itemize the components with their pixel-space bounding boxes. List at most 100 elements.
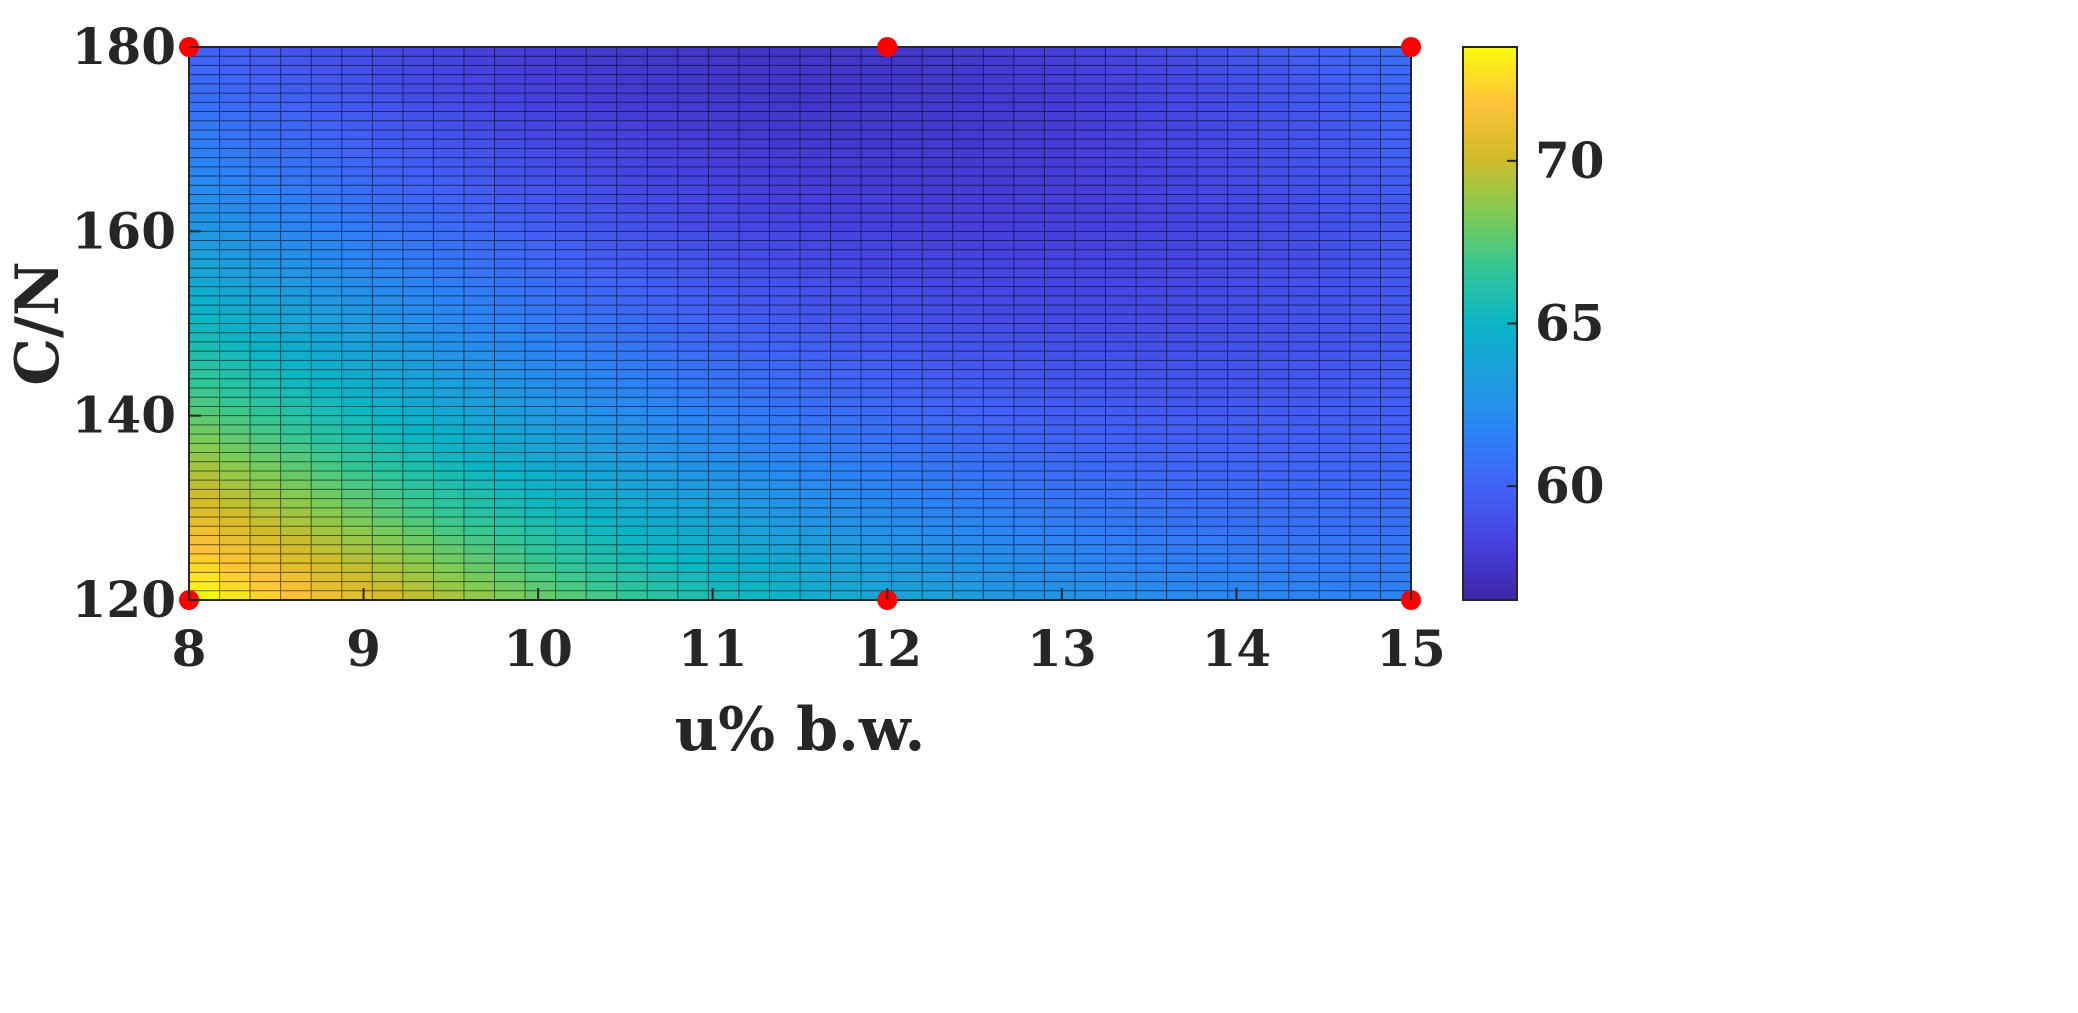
heatmap-cell [677,535,709,546]
heatmap-cell [891,590,923,601]
heatmap-cell [1380,378,1412,389]
heatmap-cell [1166,286,1198,297]
heatmap-cell [555,480,587,490]
heatmap-cell [1074,277,1107,288]
heatmap-cell [494,544,526,555]
heatmap-cell [280,424,312,435]
heatmap-cell [769,443,801,454]
heatmap-cell [647,415,679,426]
heatmap-cell [586,203,618,214]
heatmap-cell [189,526,221,537]
heatmap-cell [433,286,465,297]
heatmap-cell [372,461,404,472]
heatmap-cell [555,240,587,251]
heatmap-cell [433,572,465,583]
heatmap-cell [708,424,740,435]
heatmap-cell [433,240,465,251]
heatmap-cell [341,102,373,113]
heatmap-cell [738,535,771,546]
heatmap-cell [341,341,373,352]
heatmap-cell [1288,415,1320,426]
heatmap-cell [983,535,1015,546]
heatmap-cell [219,452,251,463]
heatmap-cell [1349,544,1382,555]
colorbar-tick-label: 65 [1535,294,1605,353]
heatmap-cell [586,176,618,186]
heatmap-cell [616,129,648,140]
heatmap-cell [1197,526,1229,537]
heatmap-cell [189,517,221,527]
heatmap-cell [341,517,373,527]
heatmap-cell [1044,65,1076,76]
heatmap-cell [219,129,251,140]
heatmap-cell [1349,443,1382,454]
heatmap-cell [1197,74,1229,85]
heatmap-cell [250,65,282,76]
heatmap-cell [830,369,862,380]
heatmap-cell [433,258,465,269]
heatmap-cell [616,452,648,463]
heatmap-cell [1105,258,1137,269]
heatmap-cell [1013,341,1045,352]
heatmap-cell [525,388,557,398]
heatmap-cell [952,517,984,527]
heatmap-cell [341,314,373,325]
heatmap-cell [311,47,343,57]
heatmap-cell [708,544,740,555]
heatmap-cell [1319,240,1351,251]
heatmap-cell [861,341,893,352]
heatmap-cell [402,286,434,297]
heatmap-cell [586,489,618,500]
heatmap-cell [891,139,923,149]
heatmap-cell [372,157,404,168]
heatmap-cell [1197,286,1229,297]
heatmap-cell [433,581,465,592]
heatmap-cell [372,166,404,177]
heatmap-cell [1197,434,1229,444]
heatmap-cell [769,323,801,334]
heatmap-cell [891,323,923,334]
heatmap-cell [555,517,587,527]
heatmap-cell [1380,388,1412,398]
heatmap-cell [616,434,648,444]
heatmap-cell [219,351,251,361]
heatmap-cell [433,231,465,242]
heatmap-cell [769,120,801,131]
heatmap-cell [341,332,373,343]
heatmap-cell [1044,56,1076,67]
heatmap-cell [433,194,465,205]
heatmap-cell [433,139,465,149]
heatmap-cell [1380,102,1412,113]
heatmap-cell [555,129,587,140]
heatmap-cell [922,314,954,325]
heatmap-cell [891,65,923,76]
heatmap-cell [1380,305,1412,315]
heatmap-cell [280,222,312,232]
heatmap-cell [738,332,771,343]
heatmap-cell [800,581,832,592]
heatmap-cell [1349,332,1382,343]
heatmap-cell [1319,277,1351,288]
heatmap-cell [1166,305,1198,315]
heatmap-cell [983,369,1015,380]
heatmap-cell [311,83,343,94]
heatmap-cell [463,185,496,196]
heatmap-cell [738,93,771,103]
heatmap-cell [1074,157,1107,168]
heatmap-cell [708,249,740,260]
heatmap-cell [250,378,282,389]
heatmap-cell [616,424,648,435]
heatmap-cell [555,93,587,103]
heatmap-cell [952,498,984,509]
heatmap-cell [891,572,923,583]
heatmap-cell [525,295,557,306]
heatmap-cell [769,129,801,140]
heatmap-cell [219,526,251,537]
heatmap-cell [738,166,771,177]
heatmap-cell [1227,341,1259,352]
heatmap-cell [311,203,343,214]
heatmap-cell [861,378,893,389]
heatmap-cell [311,581,343,592]
heatmap-cell [372,498,404,509]
heatmap-cell [1288,185,1320,196]
